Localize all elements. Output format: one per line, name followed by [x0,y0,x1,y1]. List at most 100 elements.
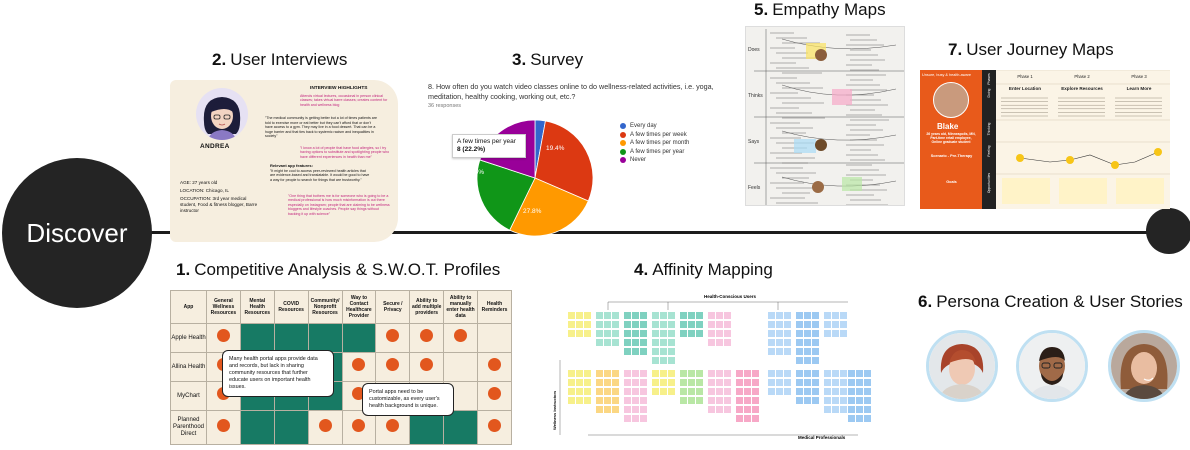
sticky-note [724,321,731,328]
sticky-note [856,370,863,377]
sticky-note [568,379,575,386]
table-cell [206,322,241,354]
sticky-note [840,312,847,319]
empathy-title: 5. Empathy Maps [754,0,886,19]
sticky-note [632,397,639,404]
app-name-cell: Planned Parenthood Direct [170,410,207,445]
table-header-cell: Ability to add multiple providers [409,290,445,324]
sticky-note [832,370,839,377]
sticky-note [768,321,775,328]
sticky-note [724,312,731,319]
sticky-note [624,370,631,377]
feature-dot [318,418,332,432]
feature-dot [420,329,434,343]
sticky-note [640,321,647,328]
sticky-note [784,379,791,386]
sticky-note [680,321,687,328]
sticky-note [812,348,819,355]
sticky-note [812,388,819,395]
sticky-note [696,397,703,404]
sticky-note [716,397,723,404]
sticky-note [716,370,723,377]
sticky-note [632,388,639,395]
sticky-note [632,406,639,413]
table-cell [409,352,445,383]
sticky-note [784,388,791,395]
interview-quote-3: "I know a lot of people that have food a… [300,146,390,159]
sticky-note [640,406,647,413]
sticky-note [804,348,811,355]
sticky-note [612,397,619,404]
sticky-note [660,330,667,337]
table-row: Apple Health [170,322,512,354]
sticky-note [596,397,603,404]
sticky-note [612,388,619,395]
sticky-note [864,379,871,386]
sticky-note [640,379,647,386]
sticky-note [776,379,783,386]
sticky-note [824,370,831,377]
feature-dot [488,358,501,372]
sticky-note [584,321,591,328]
sticky-note [640,348,647,355]
sticky-note [744,379,751,386]
persona-title: 6. Persona Creation & User Stories [918,292,1183,311]
sticky-note [716,406,723,413]
discover-node: Discover [2,158,152,308]
sticky-note [716,321,723,328]
survey-responses: 36 responses [428,103,462,109]
sticky-note [660,388,667,395]
legend-item: A few times per year [620,148,689,157]
empathy-map-board: Does Thinks Says Feels [745,26,905,206]
feature-dot [488,387,501,401]
sticky-note [632,330,639,337]
sticky-note [752,388,759,395]
journey-phase-title: Explore Resources [1061,86,1103,91]
legend-swatch [620,140,626,147]
journey-row-labels [982,70,996,209]
table-cell [341,352,377,383]
legend-swatch [620,157,626,164]
sticky-note [668,348,675,355]
sticky-note [832,330,839,337]
survey-pie-chart: 19.4% 27.8% 25% [471,119,594,237]
table-header-cell: App [170,290,207,324]
legend-item: A few times per month [620,139,689,148]
survey-question: 8. How often do you watch video classes … [428,82,714,101]
sticky-note [632,312,639,319]
sticky-note [736,370,743,377]
sticky-note [776,348,783,355]
sticky-note [840,379,847,386]
sticky-note [708,388,715,395]
sticky-note [696,312,703,319]
sticky-note [596,370,603,377]
sticky-note [696,379,703,386]
interviewee-occupation: OCCUPATION: 3rd year medical student, Fo… [180,196,258,213]
sticky-note [804,379,811,386]
feature-dot [216,329,230,343]
feature-dot [420,358,434,372]
sticky-note [744,406,751,413]
journey-persona-name: Blake [937,122,959,131]
sticky-note [716,330,723,337]
interviews-title: 2. User Interviews [212,50,348,69]
sticky-note [708,370,715,377]
journey-goals-title: Goals [946,180,957,184]
sticky-note [776,312,783,319]
competitive-title: 1. Competitive Analysis & S.W.O.T. Profil… [176,260,501,279]
sticky-note [680,388,687,395]
sticky-note [744,388,751,395]
table-header-cell: Community/ Nonprofit Resources [307,290,343,324]
sticky-note [668,312,675,319]
sticky-note [724,379,731,386]
sticky-note [680,397,687,404]
sticky-note [812,339,819,346]
interview-quote-4: "It might be cool to access peer-reviewe… [270,169,370,182]
sticky-note [784,330,791,337]
affinity-top-label: Health-Conscious Users [704,294,757,299]
sticky-note [752,397,759,404]
sticky-note [752,415,759,422]
sticky-note [604,406,611,413]
sticky-note [612,370,619,377]
legend-item: A few times per week [620,131,689,140]
